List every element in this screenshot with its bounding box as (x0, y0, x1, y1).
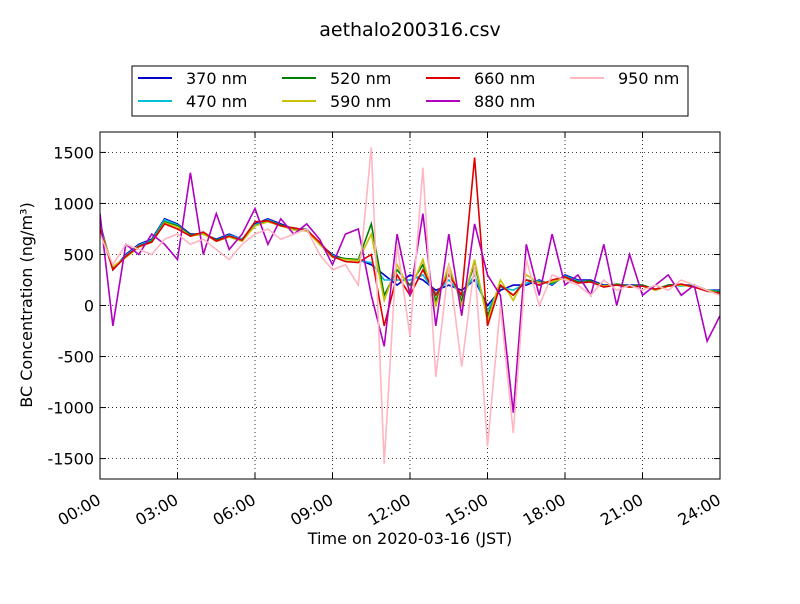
x-tick-label: 12:00 (365, 490, 414, 530)
x-tick-label: 24:00 (675, 490, 724, 530)
legend-label: 660 nm (474, 69, 535, 88)
x-tick-label: 06:00 (210, 490, 259, 530)
x-tick-label: 00:00 (55, 490, 104, 530)
legend-label: 590 nm (330, 92, 391, 111)
x-axis-label: Time on 2020-03-16 (JST) (307, 529, 512, 548)
y-tick-label: 1500 (53, 143, 94, 162)
y-tick-label: -1000 (48, 399, 95, 418)
legend-box (131, 65, 689, 117)
x-tick-label: 15:00 (442, 490, 491, 530)
x-tick-label: 18:00 (520, 490, 569, 530)
series-line (100, 147, 720, 464)
y-tick-label: 1000 (53, 194, 94, 213)
x-tick-label: 21:00 (597, 490, 646, 530)
legend-label: 470 nm (186, 92, 247, 111)
y-tick-label: 0 (84, 297, 94, 316)
series-line (100, 219, 720, 319)
x-tick-label: 03:00 (132, 490, 181, 530)
legend-label: 370 nm (186, 69, 247, 88)
x-tick-label: 09:00 (287, 490, 336, 530)
y-tick-label: -500 (58, 348, 94, 367)
legend-label: 880 nm (474, 92, 535, 111)
chart-title: aethalo200316.csv (319, 19, 501, 41)
legend-label: 950 nm (618, 69, 679, 88)
y-axis-label: BC Concentration (ng/m³) (17, 202, 36, 407)
y-tick-label: -1500 (48, 450, 95, 469)
legend-label: 520 nm (330, 69, 391, 88)
series-line (100, 172, 720, 413)
y-tick-label: 500 (63, 245, 94, 264)
plot-area (99, 132, 721, 479)
legend: 370 nm 470 nm 520 nm 590 nm 660 nm 880 nm 950 … (131, 65, 689, 117)
